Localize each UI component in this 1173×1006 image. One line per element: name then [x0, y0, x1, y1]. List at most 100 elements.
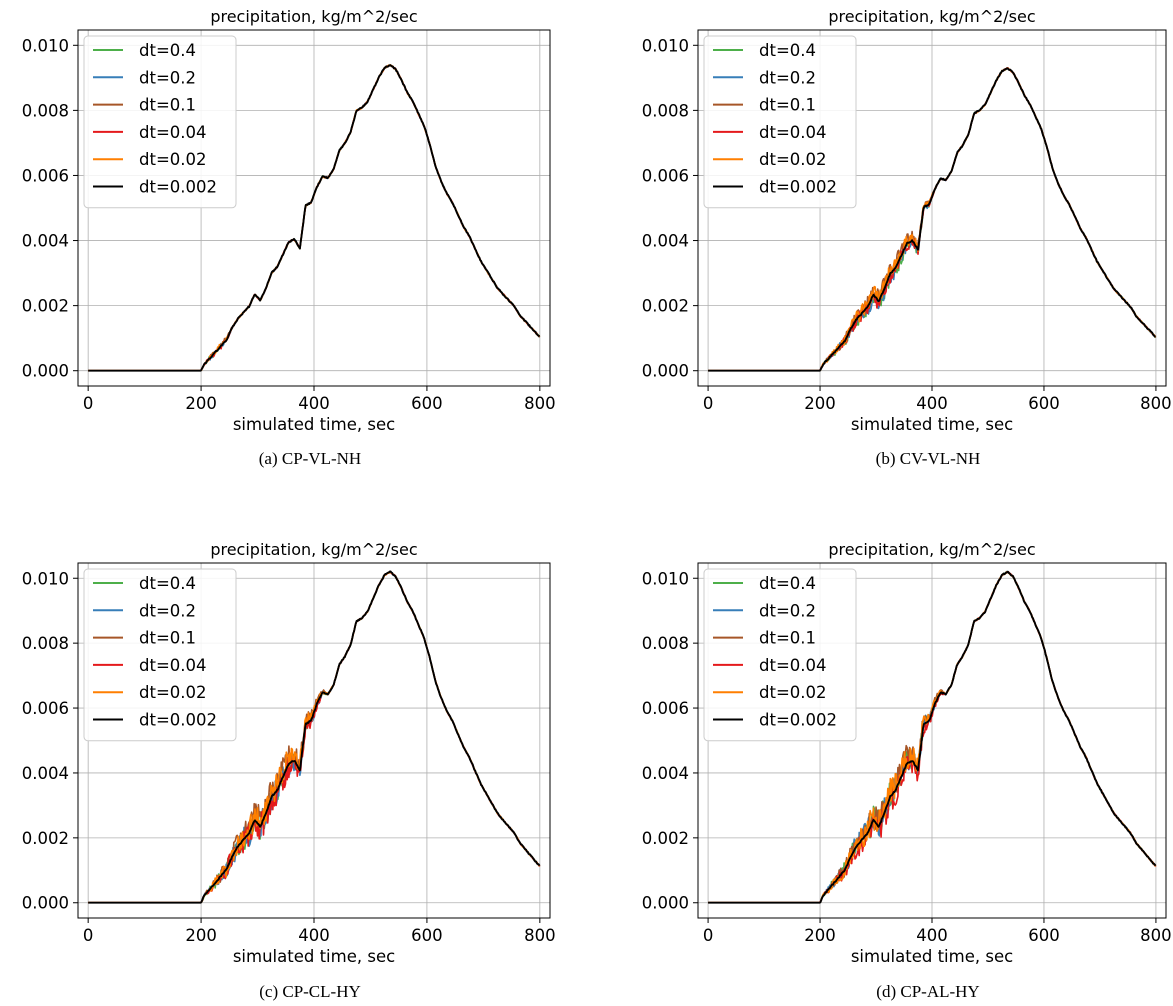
series-line-dt-0-002 [707, 67, 1156, 372]
y-tick-label: 0.008 [22, 634, 69, 653]
y-tick-label: 0.008 [642, 634, 689, 653]
chart-title: precipitation, kg/m^2/sec [210, 540, 417, 559]
chart-panel-4: precipitation, kg/m^2/sec 0 200 400 600 800 0.… [642, 540, 1172, 1001]
chart-title: precipitation, kg/m^2/sec [828, 540, 1035, 559]
x-tick-label: 200 [804, 926, 836, 945]
y-tick-label: 0.004 [642, 232, 689, 251]
legend-entry: dt=0.2 [139, 601, 196, 620]
legend-entry: dt=0.04 [759, 656, 827, 675]
x-tick-label: 600 [1028, 394, 1060, 413]
legend-box [703, 568, 857, 742]
legend-entry: dt=0.2 [759, 68, 816, 87]
y-tick-label: 0.010 [642, 569, 689, 588]
x-tick-label: 800 [1140, 394, 1172, 413]
y-tick-label: 0.000 [642, 362, 689, 381]
y-tick-label: 0.006 [22, 166, 69, 185]
chart-panel-1: precipitation, kg/m^2/sec 0 200 400 600 800 0.… [22, 7, 556, 468]
subfigure-caption: (b) CV-VL-NH [876, 449, 981, 468]
x-tick-label: 800 [1140, 926, 1172, 945]
chart-panel-3: precipitation, kg/m^2/sec 0 200 400 600 800 0.… [22, 540, 556, 1001]
series-line-dt-0-002 [707, 570, 1157, 904]
x-tick-label: 200 [185, 394, 217, 413]
x-tick-label: 800 [524, 926, 556, 945]
y-tick-label: 0.010 [22, 569, 69, 588]
series-lines [707, 67, 1157, 372]
chart-title: precipitation, kg/m^2/sec [210, 7, 417, 26]
legend: dt=0.4 dt=0.2 dt=0.1 dt=0.04 dt=0.02 dt=0.002 [83, 35, 237, 209]
chart-title: precipitation, kg/m^2/sec [828, 7, 1035, 26]
legend-entry: dt=0.1 [759, 96, 816, 115]
y-tick-label: 0.010 [22, 36, 69, 55]
y-tick-label: 0.006 [22, 699, 69, 718]
legend-entry: dt=0.4 [139, 574, 196, 593]
y-tick-label: 0.006 [642, 166, 689, 185]
plot-frame [77, 29, 551, 387]
x-tick-label: 800 [524, 394, 556, 413]
x-tick-label: 200 [185, 926, 217, 945]
legend: dt=0.4 dt=0.2 dt=0.1 dt=0.04 dt=0.02 dt=0.002 [83, 568, 237, 742]
y-tick-label: 0.002 [22, 297, 69, 316]
y-tick-label: 0.000 [642, 894, 689, 913]
y-tick-label: 0.010 [642, 36, 689, 55]
x-tick-label: 0 [83, 926, 94, 945]
x-tick-label: 600 [411, 394, 443, 413]
x-tick-label: 400 [916, 926, 948, 945]
subfigure-caption: (a) CP-VL-NH [259, 449, 361, 468]
y-tick-label: 0.000 [22, 894, 69, 913]
legend-entry: dt=0.002 [759, 711, 837, 730]
y-tick-label: 0.000 [22, 362, 69, 381]
y-tick-label: 0.004 [642, 764, 689, 783]
y-tick-label: 0.008 [642, 101, 689, 120]
legend-entry: dt=0.02 [139, 683, 207, 702]
legend-box [83, 568, 237, 742]
legend-entry: dt=0.4 [759, 41, 816, 60]
plot-frame [697, 562, 1167, 919]
y-tick-label: 0.004 [22, 232, 69, 251]
y-tick-label: 0.002 [642, 297, 689, 316]
legend-entry: dt=0.02 [759, 150, 827, 169]
legend-entry: dt=0.1 [139, 629, 196, 648]
legend-entry: dt=0.04 [139, 656, 207, 675]
x-axis-label: simulated time, sec [233, 415, 395, 434]
x-tick-label: 400 [298, 926, 330, 945]
legend-entry: dt=0.04 [139, 123, 207, 142]
legend-entry: dt=0.2 [139, 68, 196, 87]
series-line-dt-0-002 [88, 64, 541, 372]
legend-entry: dt=0.4 [759, 574, 816, 593]
x-tick-label: 0 [703, 926, 714, 945]
legend: dt=0.4 dt=0.2 dt=0.1 dt=0.04 dt=0.02 dt=0.002 [703, 35, 857, 209]
y-tick-label: 0.004 [22, 764, 69, 783]
series-lines [88, 63, 541, 372]
y-tick-label: 0.002 [22, 829, 69, 848]
x-axis-label: simulated time, sec [851, 415, 1013, 434]
legend-entry: dt=0.04 [759, 123, 827, 142]
plot-frame [77, 562, 551, 919]
y-tick-label: 0.006 [642, 699, 689, 718]
x-tick-label: 600 [1028, 926, 1060, 945]
x-tick-label: 400 [916, 394, 948, 413]
legend-entry: dt=0.02 [759, 683, 827, 702]
legend: dt=0.4 dt=0.2 dt=0.1 dt=0.04 dt=0.02 dt=0.002 [703, 568, 857, 742]
subfigure-caption: (c) CP-CL-HY [259, 982, 361, 1001]
plot-frame [697, 29, 1167, 387]
legend-entry: dt=0.002 [759, 178, 837, 197]
x-axis-label: simulated time, sec [851, 947, 1013, 966]
legend-box [703, 35, 857, 209]
y-tick-label: 0.002 [642, 829, 689, 848]
legend-box [83, 35, 237, 209]
legend-entry: dt=0.1 [759, 629, 816, 648]
x-tick-label: 400 [298, 394, 330, 413]
legend-entry: dt=0.02 [139, 150, 207, 169]
series-line-dt-0-002 [88, 570, 541, 904]
legend-entry: dt=0.4 [139, 41, 196, 60]
x-tick-label: 0 [83, 394, 94, 413]
x-axis-label: simulated time, sec [233, 947, 395, 966]
legend-entry: dt=0.002 [139, 711, 217, 730]
y-tick-label: 0.008 [22, 101, 69, 120]
chart-panel-2: precipitation, kg/m^2/sec 0 200 400 600 800 0.… [642, 7, 1172, 468]
x-tick-label: 200 [804, 394, 836, 413]
legend-entry: dt=0.1 [139, 96, 196, 115]
x-tick-label: 600 [411, 926, 443, 945]
x-tick-label: 0 [703, 394, 714, 413]
